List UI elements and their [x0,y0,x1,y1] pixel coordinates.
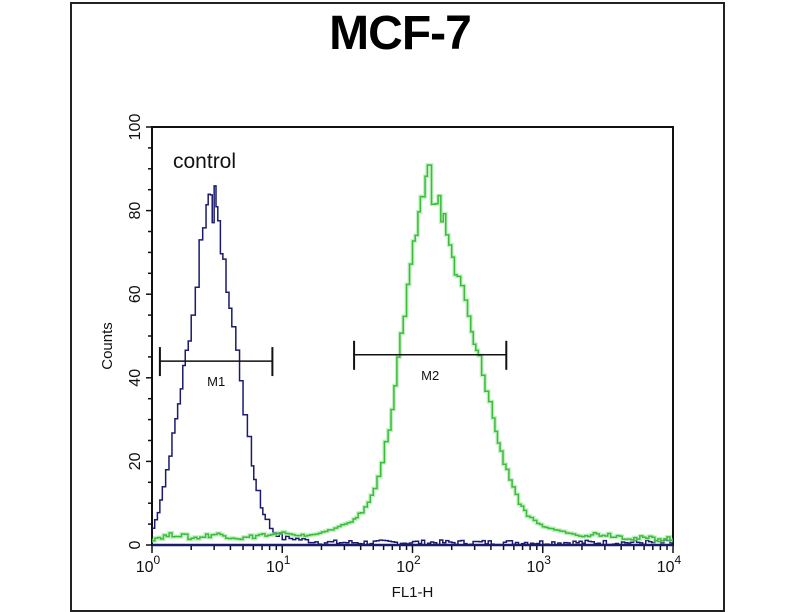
y-tick-label: 80 [127,202,144,220]
y-tick-label: 40 [127,369,144,387]
y-axis-label: Counts [99,322,116,370]
y-tick-label: 0 [127,540,144,549]
plot-frame [151,126,674,546]
marker-m2-label: M2 [421,368,439,383]
sample-histogram-line [152,164,673,542]
control-histogram-line [152,185,673,546]
marker-m1-label: M1 [207,374,225,389]
x-tick-label: 101 [266,553,291,576]
y-tick-label: 60 [127,285,144,303]
chart-title: MCF-7 [329,7,472,60]
control-annotation: control [173,150,236,173]
x-axis-label: FL1-H [392,584,434,600]
y-tick-label: 20 [127,452,144,470]
x-tick-label: 102 [396,553,421,576]
sample-histogram-glow [152,163,673,543]
x-tick-label: 103 [527,553,552,576]
x-tick-label: 100 [136,553,161,576]
y-tick-label: 100 [127,114,144,141]
x-tick-label: 104 [657,553,682,576]
